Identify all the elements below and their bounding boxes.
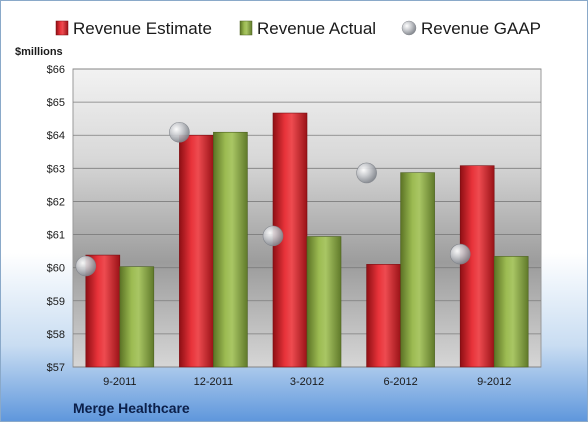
gaap-marker xyxy=(75,255,97,277)
gaap-marker xyxy=(169,121,190,143)
estimate-bar xyxy=(179,134,214,368)
actual-bar xyxy=(119,266,155,368)
y-tick-label: $64 xyxy=(47,130,65,142)
actual-bar xyxy=(213,131,248,368)
y-tick-label: $57 xyxy=(47,362,65,374)
x-axis-ticks: 9-2011 12-2011 3-2012 6-2012 9-2012 xyxy=(103,376,511,388)
x-tick-label: 12-2011 xyxy=(194,376,234,388)
y-tick-label: $62 xyxy=(47,196,65,208)
gaap-markers xyxy=(75,121,471,277)
y-axis-unit-label: $millions xyxy=(15,46,63,58)
x-tick-label: 9-2012 xyxy=(477,376,511,388)
y-tick-label: $59 xyxy=(47,296,65,308)
legend-label-gaap: Revenue GAAP xyxy=(421,19,541,38)
x-tick-label: 3-2012 xyxy=(290,376,324,388)
y-tick-label: $63 xyxy=(47,163,65,175)
company-name: Merge Healthcare xyxy=(73,400,190,416)
y-tick-label: $58 xyxy=(47,329,65,341)
legend-swatch-estimate xyxy=(55,20,69,36)
estimate-bar xyxy=(366,264,401,368)
legend-label-estimate: Revenue Estimate xyxy=(73,19,212,38)
bars xyxy=(85,112,529,368)
legend-swatch-actual xyxy=(239,20,253,36)
y-tick-label: $61 xyxy=(47,230,65,242)
legend-swatch-gaap xyxy=(401,20,417,36)
y-tick-label: $65 xyxy=(47,97,65,109)
gaap-marker xyxy=(262,225,284,247)
legend: Revenue Estimate Revenue Actual Revenue … xyxy=(55,19,541,38)
actual-bar xyxy=(493,256,529,368)
gaap-marker xyxy=(356,162,377,184)
x-tick-label: 9-2011 xyxy=(103,376,136,388)
x-tick-label: 6-2012 xyxy=(383,376,417,388)
y-axis-ticks: $57 $58 $59 $60 $61 $62 $63 $64 $65 $66 xyxy=(47,64,65,374)
actual-bar xyxy=(306,236,342,368)
y-tick-label: $60 xyxy=(47,263,65,275)
actual-bar xyxy=(400,172,435,368)
legend-label-actual: Revenue Actual xyxy=(257,19,376,38)
gaap-marker xyxy=(449,243,471,265)
estimate-bar xyxy=(459,165,495,368)
y-tick-label: $66 xyxy=(47,64,65,76)
